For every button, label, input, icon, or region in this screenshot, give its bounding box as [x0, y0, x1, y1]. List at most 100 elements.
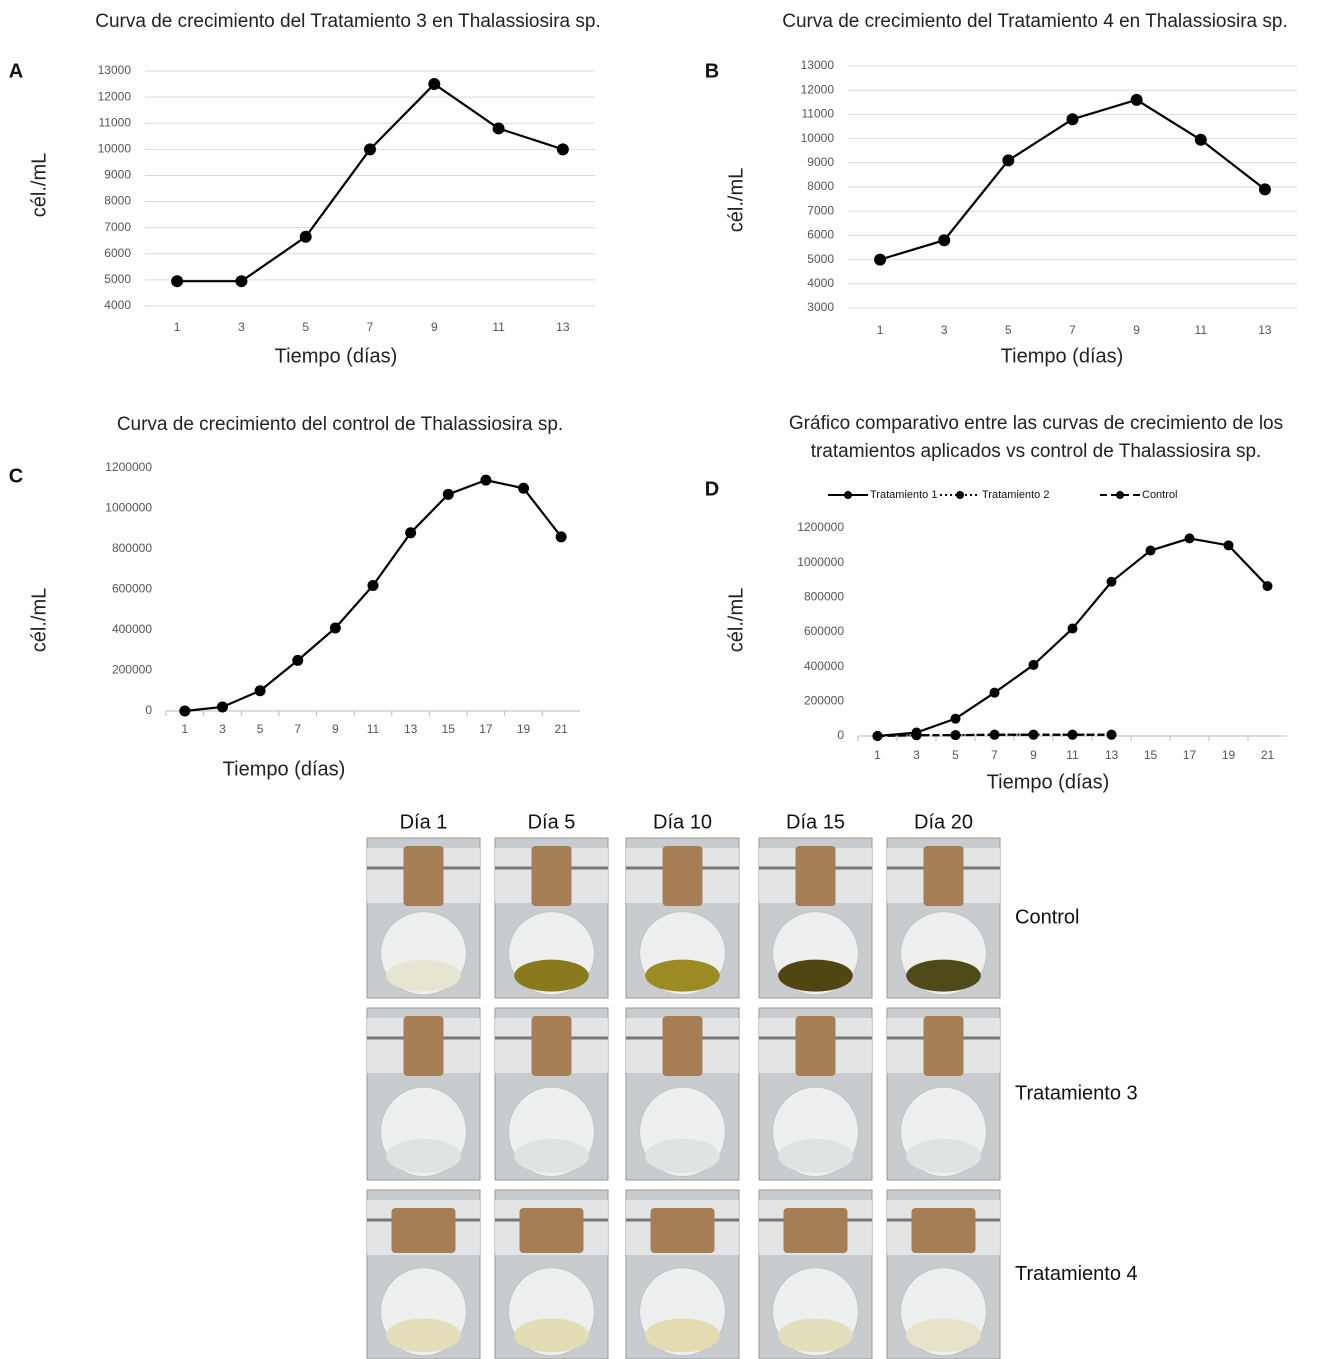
x-tick-label: 13 [1105, 748, 1119, 762]
y-tick-label: 0 [837, 728, 844, 742]
x-tick-label: 5 [952, 748, 959, 762]
chart-title: Gráfico comparativo entre las curvas de … [788, 413, 1284, 462]
x-tick-label: 9 [1133, 323, 1140, 337]
x-tick-label: 21 [555, 722, 569, 736]
data-point [1194, 133, 1207, 146]
data-point [171, 275, 184, 288]
data-point [1028, 729, 1039, 740]
x-axis-label: Tiempo (días) [223, 758, 346, 780]
photo [758, 1007, 873, 1181]
data-point [555, 531, 567, 543]
x-tick-label: 9 [431, 320, 438, 334]
data-point [405, 527, 417, 539]
photo [886, 1189, 1001, 1359]
data-point [492, 122, 505, 135]
data-point [1067, 729, 1078, 740]
data-point [911, 730, 922, 741]
panel-label: C [9, 465, 23, 487]
y-tick-label: 13000 [98, 63, 132, 77]
column-label: Día 15 [786, 811, 845, 833]
y-axis-label: cél./mL [28, 153, 50, 217]
y-tick-label: 4000 [104, 298, 131, 312]
data-point [1106, 729, 1117, 740]
y-tick-label: 11000 [99, 115, 132, 129]
liquid [778, 959, 853, 992]
paper-cap [662, 846, 703, 906]
y-tick-label: 10000 [98, 142, 132, 156]
y-tick-label: 7000 [104, 220, 131, 234]
x-tick-label: 3 [941, 323, 948, 337]
x-tick-label: 13 [556, 320, 570, 334]
y-tick-label: 10000 [801, 131, 835, 145]
paper-cap [795, 1016, 836, 1076]
y-tick-label: 600000 [112, 582, 152, 596]
x-axis-label: Tiempo (días) [275, 345, 398, 367]
y-tick-label: 1200000 [797, 520, 844, 534]
liquid [386, 959, 461, 992]
data-point [216, 701, 228, 713]
row-label: Tratamiento 4 [1015, 1263, 1138, 1285]
y-tick-label: 9000 [807, 155, 834, 169]
photo [625, 1007, 740, 1181]
x-tick-label: 1 [181, 722, 188, 736]
paper-cap [795, 846, 836, 906]
photo [494, 837, 609, 999]
legend-label: Tratamiento 1 [870, 489, 937, 501]
x-tick-label: 7 [991, 748, 998, 762]
data-point [950, 730, 961, 741]
legend-marker [844, 491, 852, 499]
paper-cap [923, 846, 964, 906]
x-tick-label: 11 [1066, 748, 1079, 762]
y-tick-label: 4000 [807, 276, 834, 290]
liquid [386, 1318, 461, 1353]
data-point [556, 143, 569, 156]
paper-cap [783, 1208, 848, 1253]
photo [758, 1189, 873, 1359]
y-tick-label: 1000000 [797, 555, 844, 569]
data-point [1258, 183, 1271, 196]
data-point [1028, 659, 1039, 670]
y-tick-label: 6000 [807, 228, 834, 242]
photo [625, 837, 740, 999]
paper-cap [403, 846, 444, 906]
data-point [874, 253, 887, 266]
x-axis-label: Tiempo (días) [987, 771, 1110, 793]
y-tick-label: 12000 [98, 89, 132, 103]
liquid [778, 1318, 853, 1353]
photo [625, 1189, 740, 1359]
y-tick-label: 800000 [112, 541, 152, 555]
row-label: Tratamiento 3 [1015, 1082, 1138, 1104]
legend-label: Tratamiento 2 [982, 489, 1049, 501]
y-tick-label: 8000 [807, 179, 834, 193]
x-tick-label: 11 [492, 320, 505, 334]
y-tick-label: 13000 [801, 58, 835, 72]
photo [366, 1189, 481, 1359]
y-tick-label: 0 [145, 703, 152, 717]
y-tick-label: 200000 [112, 663, 152, 677]
x-tick-label: 3 [238, 320, 245, 334]
x-tick-label: 21 [1261, 748, 1275, 762]
x-tick-label: 9 [1030, 748, 1037, 762]
panel-label: D [705, 478, 719, 500]
column-label: Día 1 [400, 811, 448, 833]
y-tick-label: 1200000 [105, 460, 152, 474]
data-point [480, 474, 492, 486]
data-point [1106, 576, 1117, 587]
data-point [428, 78, 441, 91]
y-tick-label: 6000 [104, 246, 131, 260]
liquid [906, 959, 981, 992]
chart-title: Curva de crecimiento del Tratamiento 3 e… [95, 11, 601, 32]
data-point [938, 234, 951, 247]
y-tick-label: 400000 [112, 622, 152, 636]
y-axis-label: cél./mL [725, 168, 747, 232]
data-point [989, 687, 1000, 698]
y-tick-label: 1000000 [105, 501, 152, 515]
liquid [514, 959, 589, 992]
x-tick-label: 9 [332, 722, 339, 736]
y-tick-label: 800000 [804, 590, 844, 604]
x-tick-label: 13 [1258, 323, 1272, 337]
x-tick-label: 5 [302, 320, 309, 334]
data-point [235, 275, 248, 288]
liquid [906, 1318, 981, 1353]
